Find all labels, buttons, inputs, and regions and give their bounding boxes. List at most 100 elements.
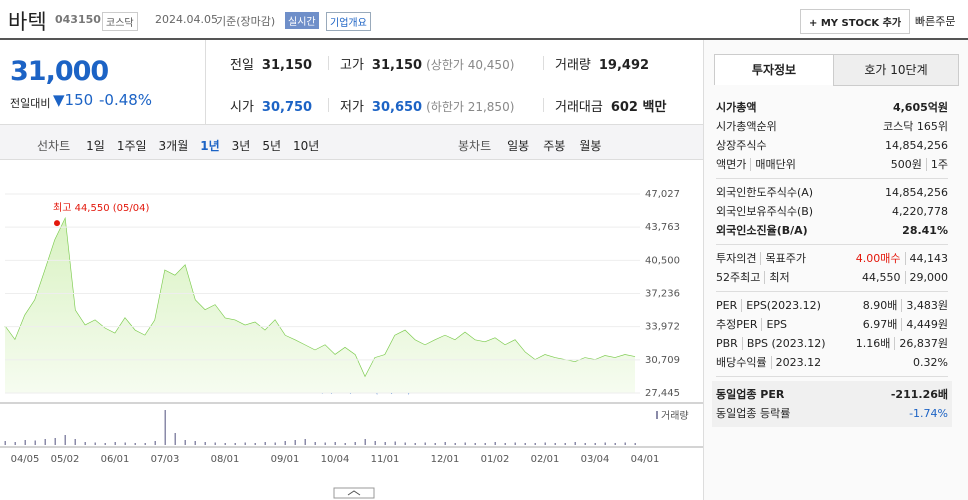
row-right: 4.00매수 44,143	[856, 249, 948, 268]
y-tick-label: 40,500	[645, 255, 680, 266]
row-right: 4,605억원	[893, 98, 948, 117]
stat: 거래대금 602 백만	[555, 96, 666, 115]
row-value: 29,000	[904, 271, 948, 284]
volume-bar	[494, 442, 496, 445]
x-tick-label: 08/01	[211, 454, 240, 465]
collapse-button[interactable]	[333, 487, 375, 499]
row-label: BPS (2023.12)	[741, 337, 826, 350]
volume-bar	[634, 443, 636, 445]
stock-code: 043150	[55, 13, 101, 26]
candle-tabs: 봉차트 일봉 주봉 월봉	[458, 135, 615, 154]
volume-bar	[84, 442, 86, 445]
volume-bar	[534, 443, 536, 445]
volume-bar	[624, 442, 626, 445]
candle-tab[interactable]: 주봉	[543, 139, 566, 153]
volume-label: 거래량	[661, 410, 689, 422]
x-tick-label: 06/01	[101, 454, 130, 465]
row-right: 6.97배 4,449원	[863, 315, 948, 334]
stat-value: 31,150	[371, 58, 423, 73]
collapse-icon	[347, 490, 361, 496]
row-left: 상장주식수	[716, 136, 767, 155]
panel-section: 시가총액 4,605억원 시가총액순위 코스닥 165위 상장주식수 14,854,256…	[716, 94, 948, 179]
row-right: 44,550 29,000	[862, 268, 948, 287]
x-tick-label: 03/04	[581, 454, 610, 465]
period-tab[interactable]: 1년	[200, 139, 220, 153]
tab-label: 선차트	[37, 139, 71, 153]
row-value: 14,854,256	[885, 186, 948, 199]
panel-section: 동일업종 PER -211.26배 동일업종 등락률 -1.74%	[712, 381, 952, 427]
current-price: 31,000	[10, 56, 109, 87]
row-value: -1.74%	[909, 407, 948, 420]
volume-bar	[524, 443, 526, 445]
volume-bar	[94, 442, 96, 445]
period-tab[interactable]: 1일	[86, 139, 105, 153]
stat-note: (상한가 40,450)	[426, 58, 515, 72]
row-left: PER EPS(2023.12)	[716, 296, 821, 315]
row-left: 외국인한도주식수(A)	[716, 183, 813, 202]
panel-row: PER EPS(2023.12) 8.90배 3,483원	[716, 296, 948, 315]
panel-section: PER EPS(2023.12) 8.90배 3,483원 추정PER EPS 6.97배 4…	[716, 292, 948, 377]
separator	[328, 56, 329, 70]
volume-bar	[334, 442, 336, 445]
period-tab[interactable]: 3개월	[158, 139, 189, 153]
volume-bar	[254, 443, 256, 445]
stat: 저가 30,650 (하한가 21,850)	[340, 96, 514, 115]
divider	[205, 40, 206, 124]
period-tab[interactable]: 5년	[262, 139, 282, 153]
y-tick-label: 27,445	[645, 388, 680, 399]
row-left: 시가총액순위	[716, 117, 777, 136]
y-tick-label: 33,972	[645, 322, 680, 333]
panel-tab[interactable]: 투자정보	[714, 54, 834, 85]
x-tick-label: 09/01	[271, 454, 300, 465]
panel-row: 외국인소진율(B/A) 28.41%	[716, 221, 948, 240]
area	[5, 219, 635, 393]
period-tab[interactable]: 3년	[231, 139, 251, 153]
panel-row: 외국인보유주식수(B) 4,220,778	[716, 202, 948, 221]
row-value: 1.16배	[855, 337, 891, 350]
volume-bar	[44, 439, 46, 445]
panel-body: 시가총액 4,605억원 시가총액순위 코스닥 165위 상장주식수 14,854,256…	[712, 94, 952, 431]
candle-tab[interactable]: 일봉	[507, 139, 530, 153]
volume-bar	[284, 441, 286, 445]
volume-bar	[304, 439, 306, 445]
x-tick-label: 07/03	[151, 454, 180, 465]
volume-bar	[394, 441, 396, 445]
volume-bar	[154, 441, 156, 445]
date: 2024.04.05	[155, 13, 218, 26]
y-tick-label: 47,027	[645, 189, 680, 200]
row-left: 배당수익률 2023.12	[716, 353, 822, 372]
row-left: 액면가 매매단위	[716, 155, 796, 174]
panel-row: 투자의견 목표주가 4.00매수 44,143	[716, 249, 948, 268]
candle-tab[interactable]: 월봉	[579, 139, 602, 153]
row-value: 4,449원	[901, 318, 948, 331]
volume-bar	[184, 440, 186, 445]
x-tick-label: 04/01	[631, 454, 660, 465]
row-value: 28.41%	[902, 224, 948, 237]
row-label: 목표주가	[760, 252, 806, 265]
realtime-badge[interactable]: 실시간	[285, 12, 319, 29]
mystock-button[interactable]: + MY STOCK 추가	[800, 9, 911, 34]
volume-legend	[656, 411, 658, 419]
period-tabs: 선차트 1일 1주일 3개월 1년 3년 5년 10년	[37, 135, 331, 154]
stat-value: 30,650	[371, 100, 423, 115]
row-right: 500원 1주	[891, 155, 948, 174]
row-value: 500원	[890, 158, 922, 171]
y-tick-label: 37,236	[645, 289, 680, 300]
panel-section: 외국인한도주식수(A) 14,854,256 외국인보유주식수(B) 4,220,77…	[716, 179, 948, 245]
stat-value: 19,492	[598, 58, 650, 73]
panel-row: 52주최고 최저 44,550 29,000	[716, 268, 948, 287]
row-label: PER	[716, 299, 738, 312]
period-tab[interactable]: 1주일	[116, 139, 147, 153]
volume-bar	[604, 442, 606, 445]
volume-bar	[574, 442, 576, 445]
panel-tab[interactable]: 호가 10단계	[833, 54, 959, 86]
panel-row: PBR BPS (2023.12) 1.16배 26,837원	[716, 334, 948, 353]
row-value: 4,220,778	[892, 205, 948, 218]
period-tab[interactable]: 10년	[293, 139, 320, 153]
row-value: 코스닥 165위	[883, 120, 948, 133]
volume-bar	[164, 410, 166, 445]
volume-bar	[564, 443, 566, 445]
company-info[interactable]: 기업개요	[326, 12, 371, 31]
quick-order[interactable]: 빠른주문	[915, 15, 956, 28]
